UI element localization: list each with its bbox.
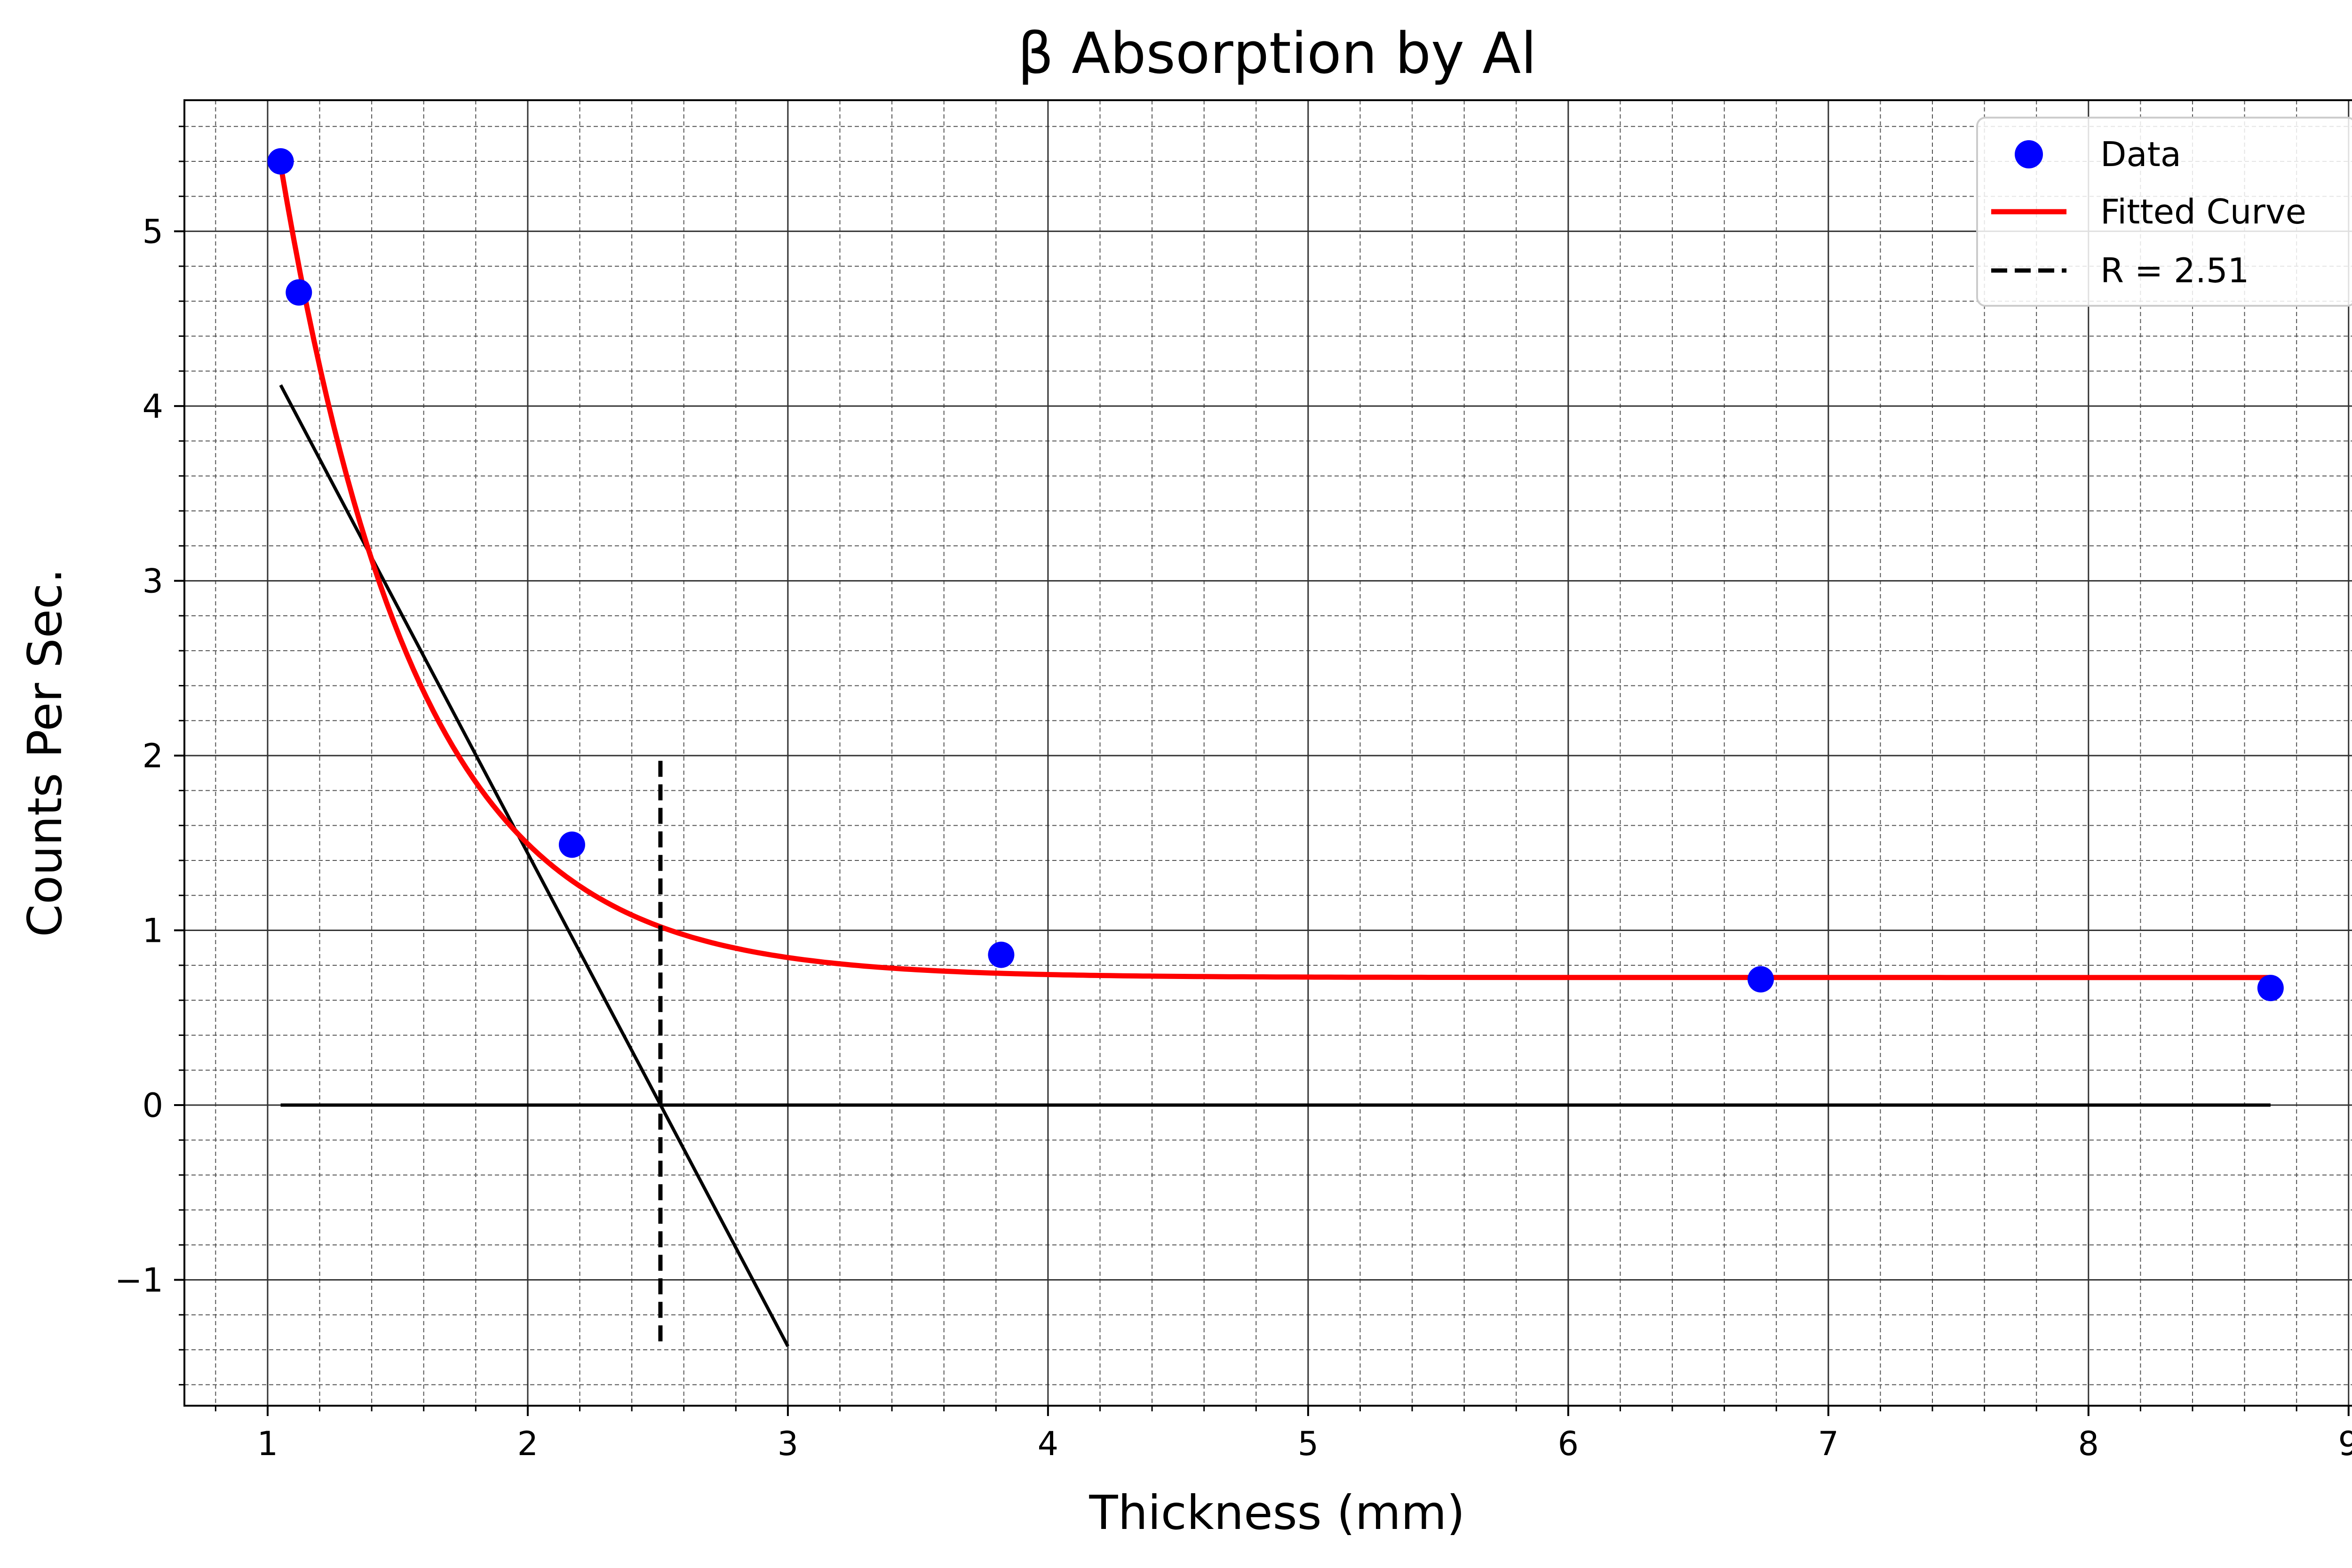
y-tick-label: 2 xyxy=(142,737,163,775)
x-tick-label: 8 xyxy=(2078,1425,2099,1463)
legend-label-fitted-curve: Fitted Curve xyxy=(2100,192,2306,231)
legend-data-marker xyxy=(2015,140,2043,168)
data-point xyxy=(1748,966,1774,993)
data-point xyxy=(286,279,312,306)
y-tick-label: 3 xyxy=(142,562,163,601)
legend: Data Fitted Curve R = 2.51 xyxy=(1976,117,2352,307)
y-axis-label: Counts Per Sec. xyxy=(17,568,72,937)
x-tick-label: 5 xyxy=(1298,1425,1319,1463)
plot-lines xyxy=(278,164,2271,1347)
major-grid xyxy=(184,100,2352,1406)
chart-title: β Absorption by Al xyxy=(1017,21,1536,87)
data-point xyxy=(267,148,294,175)
data-point xyxy=(558,831,585,858)
x-tick-label: 4 xyxy=(1038,1425,1059,1463)
legend-label-data: Data xyxy=(2100,135,2181,174)
x-tick-label: 1 xyxy=(257,1425,278,1463)
data-point xyxy=(2257,975,2284,1002)
y-tick-label: 5 xyxy=(142,213,163,251)
x-tick-label: 9 xyxy=(2338,1425,2352,1463)
data-point xyxy=(988,941,1015,968)
axis-ticks: 1 2 3 4 5 6 7 8 9 −1 0 1 2 3 4 5 xyxy=(115,126,2352,1463)
plot-frame xyxy=(183,99,2352,1407)
y-tick-label: 1 xyxy=(142,912,163,950)
plot-background xyxy=(184,100,2352,1406)
x-tick-label: 3 xyxy=(778,1425,799,1463)
y-tick-label: −1 xyxy=(115,1261,163,1300)
data-markers xyxy=(267,148,2284,1002)
y-tick-label: 4 xyxy=(142,387,163,426)
fitted-curve xyxy=(278,164,2271,980)
legend-label-range: R = 2.51 xyxy=(2100,251,2249,290)
y-tick-label: 0 xyxy=(142,1086,163,1125)
x-tick-label: 6 xyxy=(1558,1425,1579,1463)
legend-box xyxy=(1976,117,2352,307)
x-tick-label: 7 xyxy=(1818,1425,1839,1463)
x-tick-label: 2 xyxy=(517,1425,539,1463)
x-axis-label: Thickness (mm) xyxy=(1089,1485,1465,1540)
